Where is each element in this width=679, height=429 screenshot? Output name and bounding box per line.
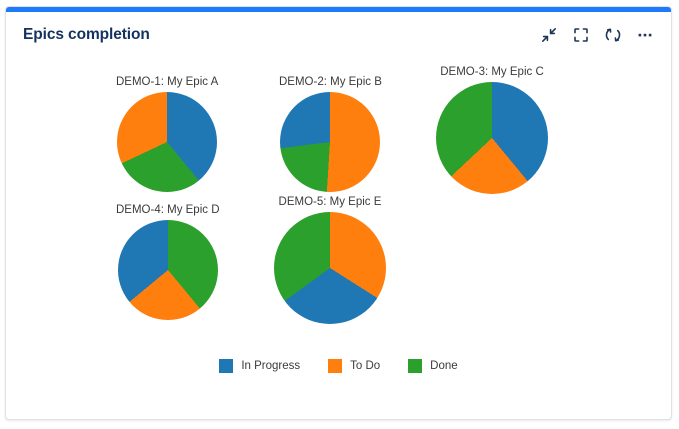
pie-chart-cell: DEMO-1: My Epic A (116, 76, 218, 192)
legend-swatch-icon (408, 359, 423, 373)
legend-item-to-do[interactable]: To Do (328, 359, 380, 373)
pie-chart-cell: DEMO-4: My Epic D (116, 204, 220, 320)
legend-item-done[interactable]: Done (408, 359, 458, 373)
legend-item-in-progress[interactable]: In Progress (219, 359, 300, 373)
pie-chart[interactable] (117, 92, 218, 192)
more-options-icon[interactable] (633, 23, 657, 47)
pie-chart[interactable] (280, 92, 381, 192)
legend-label: In Progress (241, 360, 301, 372)
legend-label: To Do (350, 360, 381, 372)
pie-chart[interactable] (274, 212, 386, 324)
pie-chart[interactable] (117, 220, 218, 320)
pie-chart-title: DEMO-3: My Epic C (440, 66, 544, 78)
pie-chart-title: DEMO-4: My Epic D (116, 204, 220, 216)
pie-chart[interactable] (436, 82, 548, 194)
pie-chart-cell: DEMO-5: My Epic E (274, 196, 386, 324)
pie-chart-title: DEMO-5: My Epic E (278, 196, 382, 208)
card-accent-bar (6, 7, 671, 12)
fullscreen-icon[interactable] (569, 23, 593, 47)
epics-completion-card: Epics completion (5, 6, 672, 420)
pie-chart-title: DEMO-2: My Epic B (279, 76, 382, 88)
page-title: Epics completion (23, 26, 150, 43)
header-actions (537, 23, 657, 47)
legend-swatch-icon (328, 359, 343, 373)
pie-chart-cell: DEMO-2: My Epic B (279, 76, 382, 192)
collapse-icon[interactable] (537, 23, 561, 47)
legend-swatch-icon (219, 359, 234, 373)
chart-legend: In Progress To Do Done (6, 359, 671, 373)
pie-chart-title: DEMO-1: My Epic A (116, 76, 219, 88)
pie-chart-grid: DEMO-1: My Epic A DEMO-2: My Epic B DEMO… (6, 58, 671, 358)
card-header: Epics completion (6, 12, 671, 58)
legend-label: Done (430, 360, 458, 372)
refresh-icon[interactable] (601, 23, 625, 47)
pie-chart-cell: DEMO-3: My Epic C (436, 66, 548, 194)
